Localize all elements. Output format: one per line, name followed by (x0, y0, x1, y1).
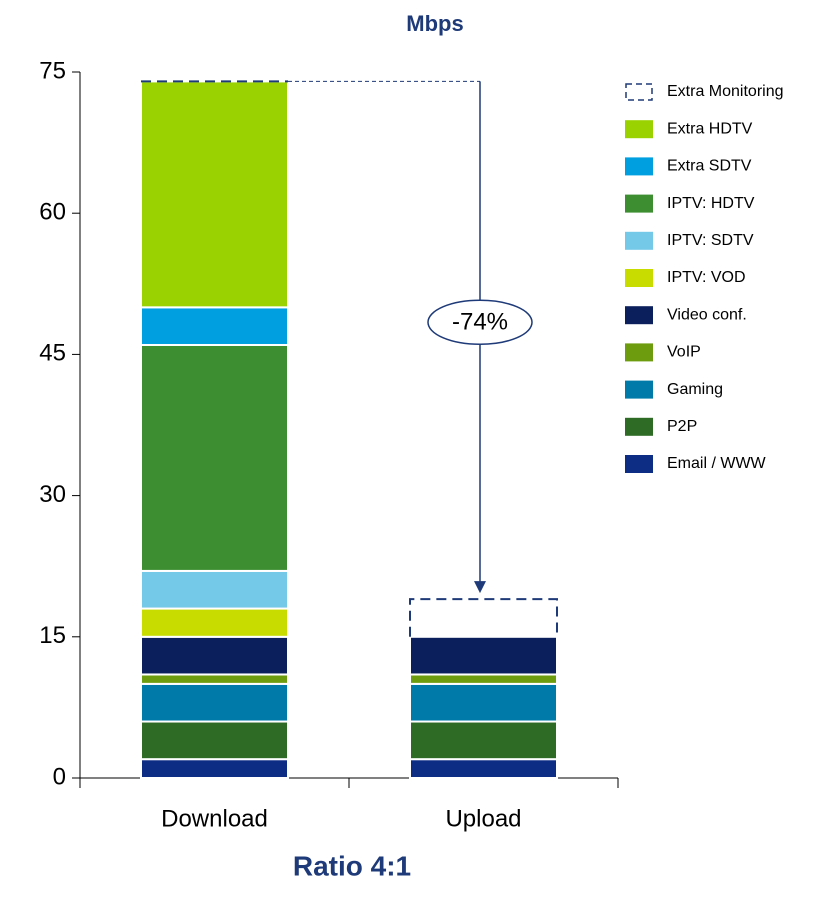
legend-swatch (625, 120, 653, 139)
legend-label: Video conf. (667, 306, 747, 323)
legend-label: Extra HDTV (667, 120, 753, 137)
legend-swatch (625, 417, 653, 436)
legend-swatch (625, 194, 653, 213)
legend-label: IPTV: VOD (667, 269, 746, 286)
legend-swatch (625, 157, 653, 176)
legend-label: VoIP (667, 344, 701, 361)
legend-swatch (625, 455, 653, 473)
bar-segment (140, 720, 289, 761)
y-tick-label: 60 (39, 199, 66, 226)
bar-segment (140, 343, 289, 572)
bar-segment (409, 635, 558, 676)
bar-segment (409, 758, 558, 780)
chart-title: Mbps (406, 11, 463, 36)
legend-label: Extra SDTV (667, 158, 752, 175)
bar-segment (409, 682, 558, 723)
bar-segment (140, 758, 289, 780)
legend-label: IPTV: SDTV (667, 232, 754, 249)
bar-segment-outline (409, 598, 558, 637)
x-tick-label: Download (161, 805, 268, 832)
bar-segment (140, 569, 289, 610)
y-tick-label: 45 (39, 340, 66, 367)
bar-segment (140, 607, 289, 638)
bar-segment (140, 673, 289, 685)
legend-label: Gaming (667, 381, 723, 398)
legend-label: IPTV: HDTV (667, 195, 755, 212)
y-tick-label: 30 (39, 481, 66, 508)
bar-segment (140, 682, 289, 723)
legend-swatch (625, 306, 653, 325)
legend-label: P2P (667, 418, 697, 435)
y-tick-label: 75 (39, 57, 66, 84)
y-tick-label: 0 (53, 763, 66, 790)
footer: Ratio 4:1 (293, 850, 411, 881)
annotation: -74% (452, 309, 508, 336)
bar-segment (409, 720, 558, 761)
annotation-bubble (427, 299, 533, 346)
annotation-arrowhead (474, 581, 486, 594)
legend-label: Email / WWW (667, 455, 767, 472)
legend-swatch (625, 83, 653, 101)
legend-label: Extra Monitoring (667, 83, 784, 100)
y-tick-label: 15 (39, 622, 66, 649)
legend-swatch (625, 380, 653, 399)
bar-segment (140, 306, 289, 346)
legend-swatch (625, 343, 653, 362)
legend-swatch (625, 231, 653, 250)
bar-segment (409, 673, 558, 685)
bar-segment (140, 80, 289, 309)
legend-swatch (625, 269, 653, 287)
bar-segment (140, 635, 289, 676)
x-tick-label: Upload (445, 805, 521, 832)
